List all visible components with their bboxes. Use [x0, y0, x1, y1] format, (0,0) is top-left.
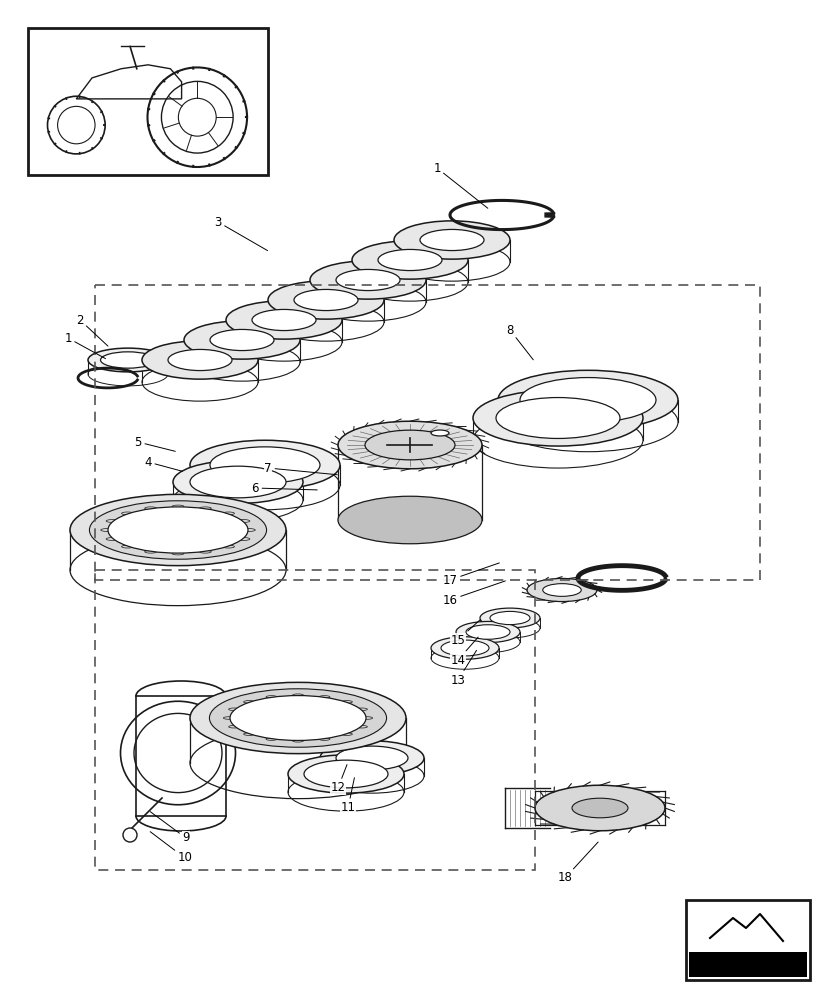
Ellipse shape: [394, 221, 509, 259]
Text: 3: 3: [214, 216, 267, 251]
Ellipse shape: [472, 390, 643, 446]
Bar: [28, 28, 268, 175]
Text: 15: 15: [450, 620, 480, 647]
Ellipse shape: [431, 637, 499, 659]
Ellipse shape: [431, 430, 448, 436]
Ellipse shape: [519, 378, 655, 422]
Ellipse shape: [466, 625, 509, 639]
Bar: [686, 900, 809, 980]
Ellipse shape: [268, 281, 384, 319]
Bar: [688, 952, 806, 977]
Text: 17: 17: [442, 563, 499, 586]
Ellipse shape: [141, 341, 258, 379]
Ellipse shape: [441, 640, 489, 656]
Ellipse shape: [365, 430, 455, 460]
Ellipse shape: [294, 289, 357, 311]
Ellipse shape: [336, 269, 399, 291]
Text: 11: 11: [340, 778, 355, 814]
Polygon shape: [76, 65, 181, 99]
Text: 10: 10: [150, 832, 192, 864]
Ellipse shape: [419, 229, 484, 251]
Ellipse shape: [495, 398, 619, 438]
Text: 4: 4: [144, 456, 182, 471]
Bar: [95, 570, 534, 870]
Ellipse shape: [526, 578, 596, 602]
Ellipse shape: [226, 301, 342, 339]
Ellipse shape: [534, 785, 664, 831]
Text: 5: 5: [134, 436, 175, 451]
Ellipse shape: [210, 447, 319, 483]
Ellipse shape: [336, 746, 408, 770]
Ellipse shape: [351, 241, 467, 279]
Ellipse shape: [184, 321, 299, 359]
Ellipse shape: [480, 608, 539, 628]
Text: 14: 14: [450, 637, 477, 666]
Ellipse shape: [108, 507, 248, 553]
Ellipse shape: [288, 755, 404, 793]
Ellipse shape: [189, 466, 285, 498]
Text: 8: 8: [505, 324, 533, 360]
Bar: [95, 285, 759, 580]
Ellipse shape: [304, 760, 388, 788]
Ellipse shape: [89, 501, 266, 559]
Text: 1: 1: [65, 332, 105, 359]
Ellipse shape: [168, 349, 232, 371]
Circle shape: [123, 828, 136, 842]
Ellipse shape: [497, 370, 677, 430]
Text: 18: 18: [557, 842, 597, 884]
Ellipse shape: [490, 611, 529, 625]
Ellipse shape: [70, 494, 285, 566]
Polygon shape: [712, 908, 789, 948]
Ellipse shape: [88, 348, 168, 372]
Ellipse shape: [337, 496, 481, 544]
Ellipse shape: [456, 621, 519, 643]
Text: 2: 2: [76, 314, 108, 346]
Text: 12: 12: [330, 765, 347, 794]
Ellipse shape: [100, 352, 155, 368]
Text: 13: 13: [450, 650, 476, 686]
Text: 6: 6: [251, 482, 317, 494]
Text: 1: 1: [433, 162, 487, 208]
Ellipse shape: [542, 584, 581, 596]
Ellipse shape: [230, 696, 366, 740]
Ellipse shape: [210, 329, 274, 351]
Text: 16: 16: [442, 581, 504, 606]
Ellipse shape: [251, 309, 316, 331]
Ellipse shape: [378, 249, 442, 271]
Text: 9: 9: [150, 812, 189, 844]
Ellipse shape: [571, 798, 627, 818]
Ellipse shape: [209, 689, 386, 747]
Ellipse shape: [309, 261, 425, 299]
Ellipse shape: [189, 682, 405, 754]
Ellipse shape: [173, 461, 303, 503]
Ellipse shape: [337, 421, 481, 469]
Text: 7: 7: [264, 462, 337, 475]
Ellipse shape: [319, 741, 423, 775]
Ellipse shape: [189, 440, 340, 490]
